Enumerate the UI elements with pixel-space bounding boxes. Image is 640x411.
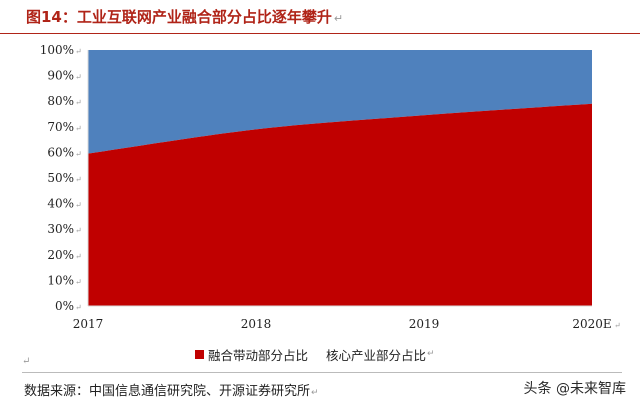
y-tick-label: 90%: [47, 69, 74, 83]
x-axis-ticks: 2017 2018 2019 2020E ↵: [73, 317, 621, 331]
area-core-industry: [88, 50, 592, 154]
y-tick-return-mark: ↵: [75, 201, 82, 210]
y-tick-label: 80%: [47, 94, 74, 108]
y-tick-label: 40%: [47, 197, 74, 211]
area-fusion-driven: [88, 103, 592, 306]
y-tick-label: 20%: [47, 248, 74, 262]
y-tick-return-mark: ↵: [75, 303, 82, 312]
legend-item-fusion: 融合带动部分占比: [195, 345, 308, 364]
y-tick-return-mark: ↵: [75, 73, 82, 82]
source-text: 数据来源：中国信息通信研究院、开源证券研究所: [24, 384, 311, 399]
y-tick-return-mark: ↵: [75, 175, 82, 184]
y-tick-label: 50%: [47, 171, 74, 185]
paragraph-mark: ↵: [22, 356, 31, 367]
legend-label-core: 核心产业部分占比: [326, 347, 427, 363]
footer-divider: [22, 372, 622, 373]
chart-title: 图14：工业互联网产业融合部分占比逐年攀升 ↵: [26, 6, 343, 27]
y-tick-return-mark: ↵: [75, 47, 82, 56]
y-tick-label: 60%: [47, 145, 74, 159]
y-tick-label: 30%: [47, 222, 74, 236]
y-axis-ticks: 0% ↵10% ↵20% ↵30% ↵40% ↵50% ↵60% ↵70% ↵80% ↵90% ↵1…: [40, 43, 82, 313]
legend-item-core: 核心产业部分占比 ↵: [326, 345, 435, 364]
y-tick-label: 100%: [40, 43, 74, 57]
legend-swatch-fusion: [195, 349, 204, 359]
y-tick-return-mark: ↵: [75, 124, 82, 133]
y-tick-return-mark: ↵: [75, 149, 82, 158]
legend: 融合带动部分占比 核心产业部分占比 ↵: [195, 345, 453, 363]
x-tick-label: 2019: [409, 317, 440, 331]
y-tick-return-mark: ↵: [75, 226, 82, 235]
watermark: 头条 @未来智库: [523, 381, 626, 397]
y-tick-label: 10%: [47, 273, 74, 287]
source-return-mark: ↵: [311, 388, 319, 398]
y-tick-label: 0%: [55, 299, 74, 313]
chart-title-text: 图14：工业互联网产业融合部分占比逐年攀升: [26, 8, 332, 26]
y-tick-return-mark: ↵: [75, 277, 82, 286]
chart: 0% ↵10% ↵20% ↵30% ↵40% ↵50% ↵60% ↵70% ↵80% ↵90% ↵1…: [40, 43, 621, 331]
plot-area: [88, 50, 592, 306]
legend-label-fusion: 融合带动部分占比: [208, 347, 309, 363]
x-tick-label: 2020E: [572, 317, 611, 331]
source-note: 数据来源：中国信息通信研究院、开源证券研究所↵: [24, 380, 319, 399]
y-tick-return-mark: ↵: [75, 252, 82, 261]
x-tick-return-mark: ↵: [614, 321, 621, 330]
legend-return-mark: ↵: [427, 349, 435, 359]
y-tick-label: 70%: [47, 120, 74, 134]
title-return-mark: ↵: [333, 12, 344, 25]
y-tick-return-mark: ↵: [75, 98, 82, 107]
x-tick-label: 2018: [241, 317, 272, 331]
title-bar: 图14：工业互联网产业融合部分占比逐年攀升 ↵: [0, 0, 640, 34]
x-tick-label: 2017: [73, 317, 104, 331]
